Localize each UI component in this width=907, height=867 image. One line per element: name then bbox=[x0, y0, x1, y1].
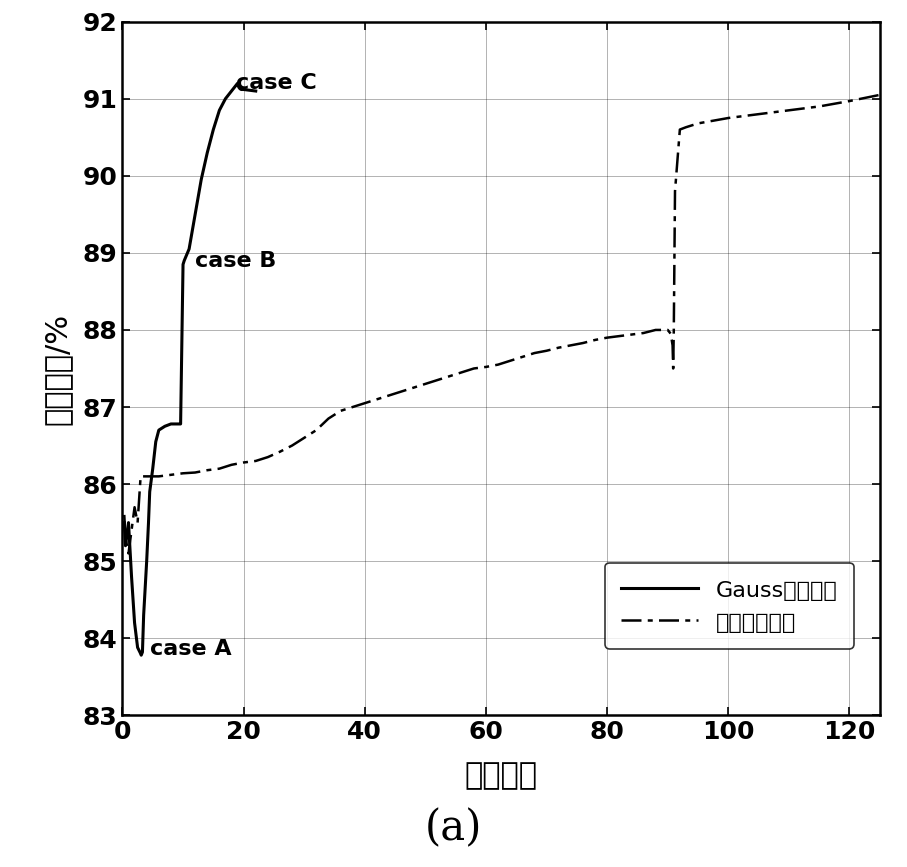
Gauss过程回归 bbox=[160, 421, 171, 432]
Gauss过程回归 bbox=[220, 94, 231, 104]
Legend: Gauss过程回归, 传统模拟退火: Gauss过程回归, 传统模拟退火 bbox=[605, 563, 853, 649]
Text: case B: case B bbox=[195, 251, 277, 271]
Gauss过程回归 bbox=[174, 419, 185, 429]
传统模拟退火 bbox=[119, 510, 130, 520]
Gauss过程回归 bbox=[132, 642, 143, 653]
Gauss过程回归 bbox=[141, 556, 152, 566]
Gauss过程回归 bbox=[151, 436, 161, 447]
Gauss过程回归 bbox=[143, 518, 154, 528]
Gauss过程回归 bbox=[233, 82, 244, 93]
Gauss过程回归 bbox=[135, 649, 146, 659]
Text: case C: case C bbox=[237, 74, 317, 94]
传统模拟退火 bbox=[844, 96, 855, 107]
Gauss过程回归 bbox=[165, 419, 176, 429]
Gauss过程回归 bbox=[235, 83, 246, 94]
Gauss过程回归 bbox=[138, 610, 149, 620]
Gauss过程回归 bbox=[144, 486, 155, 497]
传统模拟退火 bbox=[505, 355, 516, 366]
Gauss过程回归 bbox=[183, 244, 194, 254]
Gauss过程回归 bbox=[226, 86, 237, 96]
Gauss过程回归 bbox=[126, 571, 137, 582]
Gauss过程回归 bbox=[179, 256, 190, 266]
Text: case A: case A bbox=[150, 639, 231, 659]
Gauss过程回归 bbox=[208, 124, 219, 134]
Text: (a): (a) bbox=[424, 807, 483, 849]
Gauss过程回归 bbox=[136, 650, 147, 661]
Gauss过程回归 bbox=[119, 518, 130, 528]
Gauss过程回归 bbox=[178, 259, 189, 270]
Gauss过程回归 bbox=[129, 617, 140, 628]
Y-axis label: 等熵效率/%: 等熵效率/% bbox=[43, 312, 72, 425]
Gauss过程回归 bbox=[120, 540, 131, 551]
Gauss过程回归 bbox=[229, 82, 240, 93]
Line: 传统模拟退火: 传统模拟退火 bbox=[124, 95, 880, 553]
Gauss过程回归 bbox=[214, 105, 225, 115]
Gauss过程回归 bbox=[250, 86, 261, 96]
Gauss过程回归 bbox=[137, 647, 148, 657]
Gauss过程回归 bbox=[202, 147, 213, 158]
传统模拟退火 bbox=[874, 89, 885, 100]
Gauss过程回归 bbox=[173, 419, 184, 429]
传统模拟退火 bbox=[135, 471, 146, 481]
Gauss过程回归 bbox=[236, 84, 247, 95]
Gauss过程回归 bbox=[123, 518, 134, 528]
Gauss过程回归 bbox=[196, 174, 207, 185]
Gauss过程回归 bbox=[232, 78, 243, 88]
传统模拟退火 bbox=[123, 548, 134, 558]
Gauss过程回归 bbox=[171, 419, 182, 429]
Gauss过程回归 bbox=[175, 419, 186, 429]
X-axis label: 迭代步数: 迭代步数 bbox=[464, 761, 538, 790]
Gauss过程回归 bbox=[147, 464, 158, 474]
Gauss过程回归 bbox=[231, 80, 242, 90]
传统模拟退火 bbox=[202, 465, 213, 475]
Gauss过程回归 bbox=[228, 83, 239, 94]
传统模拟退火 bbox=[311, 425, 322, 435]
传统模拟退火 bbox=[323, 414, 334, 424]
Line: Gauss过程回归: Gauss过程回归 bbox=[124, 83, 256, 655]
Gauss过程回归 bbox=[190, 209, 200, 219]
Gauss过程回归 bbox=[239, 84, 249, 95]
Gauss过程回归 bbox=[153, 425, 164, 435]
